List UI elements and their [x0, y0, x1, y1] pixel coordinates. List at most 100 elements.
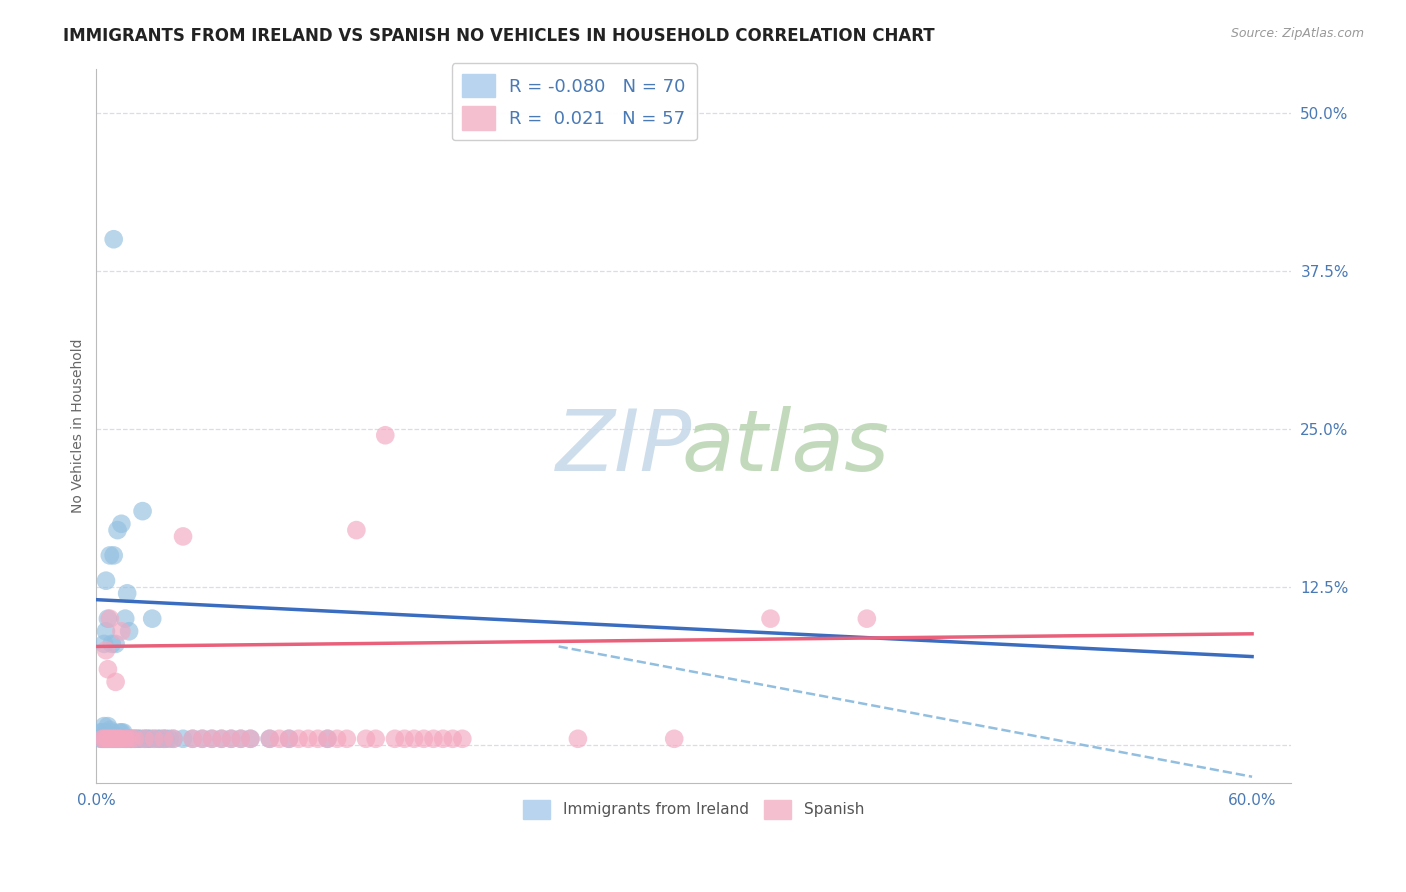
Point: [107, 731, 129, 746]
Point: [336, 731, 359, 746]
Point: [100, 731, 122, 746]
Point: [374, 428, 396, 442]
Point: [98, 549, 121, 563]
Point: [97, 719, 120, 733]
Point: [104, 637, 127, 651]
Point: [326, 731, 349, 746]
Text: ZIP: ZIP: [557, 406, 692, 489]
Point: [316, 731, 339, 746]
Point: [316, 731, 339, 746]
Point: [103, 549, 125, 563]
Point: [134, 731, 156, 746]
Point: [93, 719, 115, 733]
Point: [114, 731, 136, 746]
Point: [122, 731, 145, 746]
Point: [143, 731, 166, 746]
Point: [211, 731, 233, 746]
Point: [91, 731, 114, 746]
Point: [139, 731, 162, 746]
Point: [432, 731, 454, 746]
Point: [94, 725, 117, 739]
Point: [100, 637, 122, 651]
Text: Source: ZipAtlas.com: Source: ZipAtlas.com: [1230, 27, 1364, 40]
Legend: Immigrants from Ireland, Spanish: Immigrants from Ireland, Spanish: [517, 794, 870, 825]
Point: [104, 674, 127, 689]
Point: [110, 725, 132, 739]
Point: [124, 731, 146, 746]
Point: [131, 504, 153, 518]
Point: [211, 731, 233, 746]
Point: [97, 731, 120, 746]
Point: [141, 612, 163, 626]
Point: [94, 574, 117, 588]
Point: [664, 731, 686, 746]
Point: [162, 731, 184, 746]
Point: [138, 731, 160, 746]
Point: [129, 731, 152, 746]
Point: [110, 516, 132, 531]
Point: [404, 731, 426, 746]
Point: [124, 731, 146, 746]
Point: [128, 731, 150, 746]
Y-axis label: No Vehicles in Household: No Vehicles in Household: [72, 339, 86, 513]
Point: [115, 586, 138, 600]
Point: [278, 731, 301, 746]
Point: [219, 731, 242, 746]
Point: [259, 731, 281, 746]
Point: [98, 723, 121, 737]
Point: [422, 731, 444, 746]
Point: [115, 731, 138, 746]
Point: [172, 529, 194, 543]
Point: [103, 731, 125, 746]
Point: [110, 624, 132, 639]
Point: [89, 731, 111, 746]
Point: [91, 731, 114, 746]
Point: [94, 643, 117, 657]
Point: [307, 731, 329, 746]
Point: [89, 725, 111, 739]
Point: [114, 612, 136, 626]
Point: [344, 523, 367, 537]
Point: [856, 612, 879, 626]
Point: [155, 731, 177, 746]
Point: [384, 731, 406, 746]
Point: [412, 731, 434, 746]
Point: [91, 725, 114, 739]
Point: [201, 731, 224, 746]
Point: [112, 725, 135, 739]
Point: [114, 731, 136, 746]
Point: [181, 731, 204, 746]
Point: [97, 731, 120, 746]
Point: [219, 731, 242, 746]
Point: [239, 731, 262, 746]
Point: [112, 731, 135, 746]
Point: [98, 731, 121, 746]
Point: [107, 731, 129, 746]
Point: [441, 731, 464, 746]
Point: [201, 731, 224, 746]
Point: [172, 731, 194, 746]
Point: [108, 725, 131, 739]
Point: [104, 731, 127, 746]
Point: [152, 731, 174, 746]
Point: [120, 731, 142, 746]
Point: [93, 731, 115, 746]
Point: [239, 731, 262, 746]
Point: [567, 731, 589, 746]
Point: [191, 731, 214, 746]
Point: [152, 731, 174, 746]
Point: [110, 731, 132, 746]
Point: [100, 725, 122, 739]
Text: IMMIGRANTS FROM IRELAND VS SPANISH NO VEHICLES IN HOUSEHOLD CORRELATION CHART: IMMIGRANTS FROM IRELAND VS SPANISH NO VE…: [63, 27, 935, 45]
Point: [146, 731, 169, 746]
Point: [93, 731, 115, 746]
Point: [451, 731, 474, 746]
Point: [125, 731, 148, 746]
Point: [104, 731, 127, 746]
Point: [108, 731, 131, 746]
Point: [229, 731, 252, 746]
Point: [269, 731, 291, 746]
Point: [134, 731, 156, 746]
Point: [97, 662, 120, 676]
Point: [394, 731, 416, 746]
